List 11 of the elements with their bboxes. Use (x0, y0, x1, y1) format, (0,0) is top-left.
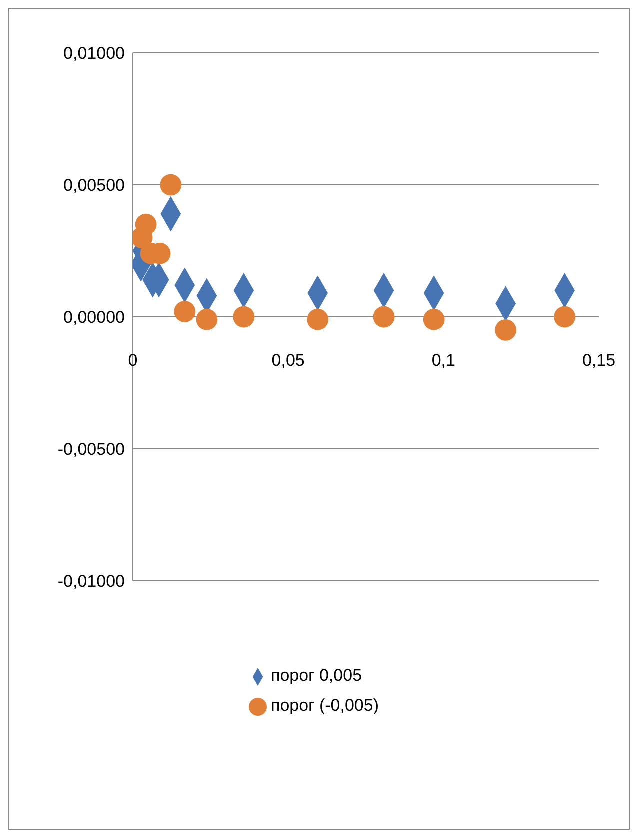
y-tick-label: -0,00500 (58, 440, 125, 460)
legend-label: порог 0,005 (270, 666, 362, 685)
x-tick-label: 0,1 (432, 351, 456, 370)
y-tick-label: 0,00000 (64, 308, 125, 328)
x-tick-label: 0,15 (582, 351, 616, 370)
y-tick-label: 0,01000 (64, 44, 125, 64)
x-tick-label: 0 (128, 351, 138, 370)
legend-label: порог (-0,005) (270, 696, 380, 715)
y-tick-label: 0,00500 (64, 176, 125, 196)
x-tick-label: 0,05 (272, 351, 305, 370)
y-tick-label: -0,01000 (58, 572, 125, 592)
